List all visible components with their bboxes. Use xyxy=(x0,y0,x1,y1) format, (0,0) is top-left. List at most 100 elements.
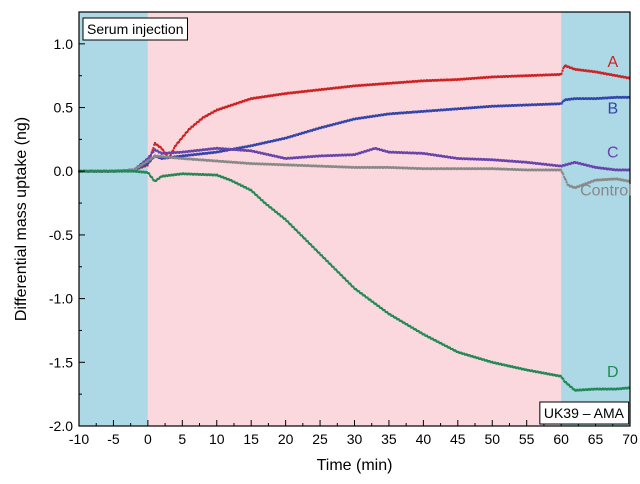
x-tick-label: 25 xyxy=(312,431,328,447)
data-point xyxy=(301,236,304,239)
data-point xyxy=(318,252,321,255)
data-point xyxy=(146,158,149,161)
data-point xyxy=(451,347,454,350)
x-tick-label: -5 xyxy=(107,431,120,447)
data-point xyxy=(310,244,313,247)
data-point xyxy=(278,213,281,216)
background-region-0 xyxy=(79,12,148,426)
data-point xyxy=(332,266,335,269)
data-point xyxy=(244,186,247,189)
data-point xyxy=(378,147,381,150)
data-point xyxy=(211,111,214,114)
axis-ticks: -10 -5 0 5 10 15 20 25 30 35 40 45 50 55 60 65 70 1.0 0.5 0… xyxy=(49,36,638,447)
data-point xyxy=(173,147,176,150)
data-point xyxy=(324,257,327,260)
data-point xyxy=(314,128,317,131)
data-point xyxy=(135,167,138,170)
data-point xyxy=(304,238,307,241)
data-point xyxy=(292,226,295,229)
data-point xyxy=(147,161,150,164)
data-point xyxy=(146,160,149,163)
data-point xyxy=(335,269,338,272)
data-point xyxy=(403,321,406,324)
data-point xyxy=(309,242,312,245)
data-point xyxy=(378,305,381,308)
data-point xyxy=(201,117,204,120)
data-point xyxy=(368,149,371,152)
data-point xyxy=(477,356,480,359)
data-point xyxy=(321,255,324,258)
data-point xyxy=(255,193,258,196)
x-tick-label: 60 xyxy=(553,431,569,447)
series-c xyxy=(78,146,631,173)
data-point xyxy=(149,154,152,157)
data-point xyxy=(223,106,226,109)
data-point xyxy=(195,122,198,125)
y-tick-label: -1.5 xyxy=(49,354,73,370)
x-tick-label: -10 xyxy=(69,431,89,447)
data-point xyxy=(386,311,389,314)
data-point xyxy=(256,195,259,198)
data-point xyxy=(429,336,432,339)
data-point xyxy=(488,360,491,363)
data-point xyxy=(397,318,400,321)
annotation-bottom-right: UK39 – AMA xyxy=(539,401,630,425)
y-tick-label: 1.0 xyxy=(54,36,74,52)
data-point xyxy=(192,125,195,128)
data-point xyxy=(346,280,349,283)
data-point xyxy=(262,200,265,203)
data-point xyxy=(571,387,574,390)
data-point xyxy=(294,134,297,137)
data-point xyxy=(587,164,590,167)
data-point xyxy=(559,375,562,378)
data-point xyxy=(149,158,152,161)
data-point xyxy=(572,162,575,165)
data-point xyxy=(586,182,589,185)
data-point xyxy=(149,174,152,177)
data-point xyxy=(560,170,563,173)
series-label-c: C xyxy=(607,145,619,162)
annotation-bottom-right-text: UK39 – AMA xyxy=(544,405,625,421)
data-point xyxy=(360,292,363,295)
x-axis-title: Time (min) xyxy=(317,457,393,474)
data-point xyxy=(375,303,378,306)
data-point xyxy=(358,290,361,293)
data-point xyxy=(288,136,291,139)
data-point xyxy=(298,232,301,235)
data-point xyxy=(383,149,386,152)
data-point xyxy=(141,163,144,166)
series-label-d: D xyxy=(607,364,619,381)
annotation-bottom-right-box xyxy=(539,401,630,425)
data-point xyxy=(560,102,563,105)
data-point xyxy=(230,179,233,182)
data-point xyxy=(443,343,446,346)
series-label-control: Control xyxy=(580,183,632,200)
data-point xyxy=(362,151,365,154)
x-tick-label: 45 xyxy=(450,431,466,447)
data-point xyxy=(181,136,184,139)
data-point xyxy=(369,299,372,302)
data-point xyxy=(380,306,383,309)
data-point xyxy=(153,143,156,146)
data-point xyxy=(158,177,161,180)
data-point xyxy=(568,65,571,68)
data-point xyxy=(361,293,364,296)
data-point xyxy=(233,180,236,183)
data-point xyxy=(395,317,398,320)
y-tick-label: 0.5 xyxy=(54,100,74,116)
annotation-top-left-text: Serum injection xyxy=(87,21,184,37)
data-point xyxy=(315,248,318,251)
data-point xyxy=(250,189,253,192)
data-point xyxy=(156,149,159,152)
data-point xyxy=(561,101,564,104)
data-point xyxy=(172,149,175,152)
data-point xyxy=(320,254,323,257)
data-point xyxy=(568,383,571,386)
series-label-b: B xyxy=(607,101,618,118)
data-point xyxy=(275,210,278,213)
y-axis-title: Differential mass uptake (ng) xyxy=(13,117,30,321)
data-point xyxy=(241,184,244,187)
data-point xyxy=(445,344,448,347)
data-point xyxy=(482,358,485,361)
